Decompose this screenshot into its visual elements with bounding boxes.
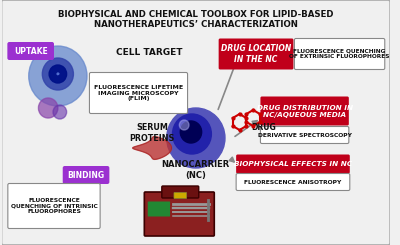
Text: NANOCARRIER
(NC): NANOCARRIER (NC) xyxy=(162,160,230,180)
FancyBboxPatch shape xyxy=(148,201,170,217)
Text: DERIVATIVE SPECTROSCOPY: DERIVATIVE SPECTROSCOPY xyxy=(258,133,352,137)
FancyBboxPatch shape xyxy=(2,0,390,245)
Text: CELL TARGET: CELL TARGET xyxy=(116,48,183,57)
Circle shape xyxy=(167,108,225,168)
Text: BIOPHYSICAL AND CHEMICAL TOOLBOX FOR LIPID-BASED
NANOTHERAPEUTICS’ CHARACTERIZAT: BIOPHYSICAL AND CHEMICAL TOOLBOX FOR LIP… xyxy=(58,10,334,29)
Circle shape xyxy=(29,46,87,106)
FancyBboxPatch shape xyxy=(260,97,349,125)
FancyBboxPatch shape xyxy=(162,186,199,198)
Text: UPTAKE: UPTAKE xyxy=(14,47,48,56)
Text: BINDING: BINDING xyxy=(68,171,105,180)
Text: FLUORESCENCE ANISOTROPY: FLUORESCENCE ANISOTROPY xyxy=(244,180,342,184)
Text: DRUG: DRUG xyxy=(251,122,276,132)
Text: FLUORESCENCE LIFETIME
IMAGING MICROSCOPY
(FLIM): FLUORESCENCE LIFETIME IMAGING MICROSCOPY… xyxy=(94,85,183,101)
FancyBboxPatch shape xyxy=(294,38,385,70)
Circle shape xyxy=(49,65,67,83)
FancyBboxPatch shape xyxy=(174,193,186,198)
FancyBboxPatch shape xyxy=(7,42,54,60)
FancyBboxPatch shape xyxy=(8,184,100,229)
Text: BIOPHYSICAL EFFECTS IN NC: BIOPHYSICAL EFFECTS IN NC xyxy=(234,161,352,167)
Circle shape xyxy=(53,105,67,119)
Polygon shape xyxy=(133,137,172,159)
FancyBboxPatch shape xyxy=(63,166,109,184)
FancyBboxPatch shape xyxy=(236,155,350,173)
Circle shape xyxy=(42,58,74,90)
FancyBboxPatch shape xyxy=(219,38,294,70)
FancyBboxPatch shape xyxy=(90,73,188,113)
Text: FLUORESCENCE QUENCHING
OF EXTRINSIC FLUOROPHORES: FLUORESCENCE QUENCHING OF EXTRINSIC FLUO… xyxy=(290,49,390,59)
FancyBboxPatch shape xyxy=(144,192,214,236)
Circle shape xyxy=(179,120,189,130)
Text: DRUG LOCATION
IN THE NC: DRUG LOCATION IN THE NC xyxy=(221,44,291,64)
Circle shape xyxy=(172,114,211,154)
Text: DRUG DISTRIBUTION IN
NC/AQUEOUS MEDIA: DRUG DISTRIBUTION IN NC/AQUEOUS MEDIA xyxy=(256,105,353,118)
Circle shape xyxy=(38,98,58,118)
Text: SERUM
PROTEINS: SERUM PROTEINS xyxy=(130,123,175,143)
FancyBboxPatch shape xyxy=(236,173,350,191)
Text: FLUORESCENCE
QUENCHING OF INTRINSIC
FLUOROPHORES: FLUORESCENCE QUENCHING OF INTRINSIC FLUO… xyxy=(11,198,97,214)
Circle shape xyxy=(180,121,202,143)
FancyBboxPatch shape xyxy=(260,126,349,144)
